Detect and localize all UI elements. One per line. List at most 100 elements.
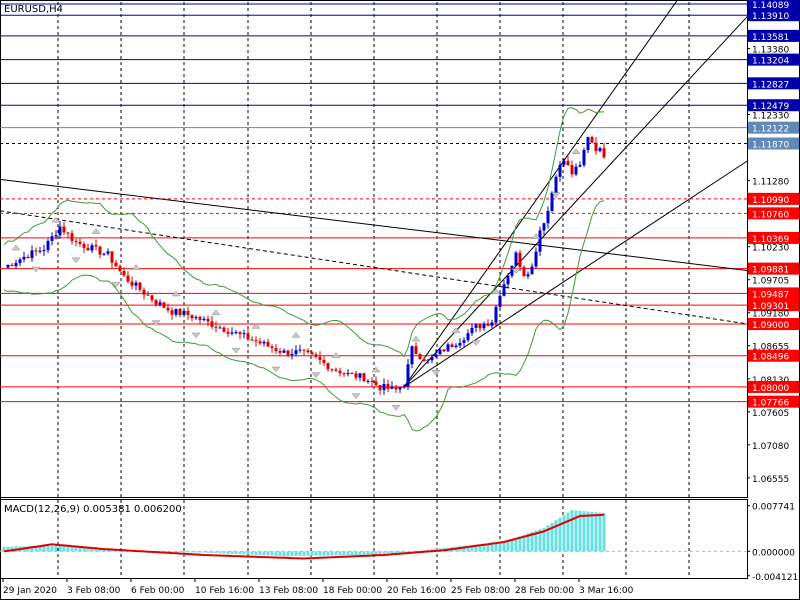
price-level-tag — [748, 121, 799, 134]
macd-bar — [270, 551, 274, 556]
candle-body — [38, 250, 42, 252]
macd-bar — [398, 551, 402, 553]
price-level-label: 1.12827 — [752, 80, 789, 90]
candle-body — [122, 270, 126, 276]
fractal-down-icon — [511, 268, 521, 275]
candle-body — [362, 373, 366, 382]
candle-body — [502, 284, 506, 296]
price-tick-label: 1.13380 — [752, 46, 789, 56]
macd-bar — [570, 510, 574, 552]
fractal-down-icon — [151, 320, 161, 327]
macd-bar — [526, 533, 530, 552]
macd-bar — [358, 551, 362, 556]
macd-bar — [322, 551, 326, 556]
candle-body — [166, 307, 170, 311]
candle-body — [70, 233, 74, 241]
macd-bar — [406, 551, 410, 553]
macd-bar — [298, 551, 302, 556]
macd-bar — [258, 551, 262, 556]
candle-body — [30, 250, 34, 259]
macd-bar — [314, 551, 318, 556]
candle-body — [162, 302, 166, 308]
fractal-down-icon — [191, 332, 201, 339]
macd-bar — [538, 529, 542, 552]
macd-bar — [394, 551, 398, 554]
price-tick-label: 1.09180 — [752, 310, 789, 320]
candle-body — [274, 348, 278, 351]
candle-body — [146, 294, 150, 296]
candle-body — [422, 359, 426, 362]
price-level-label: 1.13910 — [752, 12, 789, 22]
macd-signal-line — [3, 513, 605, 560]
candle-body — [58, 226, 62, 236]
price-level-tag — [748, 349, 799, 362]
candle-body — [526, 274, 530, 277]
macd-bar — [254, 551, 258, 555]
macd-bar — [38, 545, 42, 552]
macd-bar — [590, 511, 594, 552]
fractal-down-icon — [71, 257, 81, 264]
price-level-label: 1.10369 — [752, 235, 789, 245]
bollinger-lower — [3, 200, 605, 432]
candle-body — [398, 387, 402, 390]
macd-bar — [370, 551, 374, 555]
macd-bar — [198, 551, 202, 553]
candle-body — [530, 266, 534, 275]
macd-bar — [518, 536, 522, 552]
macd-bar — [578, 510, 582, 552]
macd-bar — [498, 542, 502, 552]
fractal-up-icon — [291, 331, 301, 338]
candle-body — [290, 354, 294, 356]
price-level-label: 1.12122 — [752, 125, 789, 135]
macd-bar — [286, 551, 290, 557]
candle-body — [178, 309, 182, 315]
fractal-up-icon — [531, 233, 541, 239]
macd-bar — [70, 546, 74, 552]
candle-body — [394, 386, 398, 390]
candle-body — [406, 364, 410, 387]
macd-bar — [278, 551, 282, 556]
candle-body — [222, 327, 226, 332]
candle-body — [170, 310, 174, 315]
candle-body — [542, 223, 546, 231]
price-level-tag — [748, 53, 799, 66]
candle-body — [438, 349, 442, 355]
time-label: 3 Feb 08:00 — [67, 586, 121, 596]
fractal-down-icon — [311, 372, 321, 379]
price-tick-label: 1.08130 — [752, 376, 789, 386]
fractal-up-icon — [491, 288, 501, 295]
macd-bar — [494, 542, 498, 552]
candle-body — [386, 384, 390, 389]
candle-body — [282, 350, 286, 353]
macd-bar — [338, 551, 342, 556]
macd-bar — [182, 551, 186, 553]
candle-body — [242, 333, 246, 335]
candle-body — [150, 295, 154, 301]
macd-bar — [374, 551, 378, 555]
macd-bar — [534, 530, 538, 552]
candle-body — [458, 342, 462, 346]
candle-body — [134, 282, 138, 286]
price-tick-label: 1.07605 — [752, 409, 789, 419]
macd-tick-label: -0.004121 — [752, 573, 798, 583]
candle-body — [66, 232, 70, 234]
macd-bar — [558, 517, 562, 552]
candle-body — [334, 369, 338, 371]
macd-bar — [78, 546, 82, 552]
macd-bar — [210, 551, 214, 553]
price-level-label: 1.08496 — [752, 353, 789, 363]
price-level-label: 1.08000 — [752, 384, 789, 394]
macd-bar — [6, 546, 10, 552]
macd-bar — [266, 551, 270, 556]
candle-body — [370, 380, 374, 382]
price-tick-label: 1.06555 — [752, 475, 789, 485]
price-level-tag — [748, 192, 799, 205]
fractal-up-icon — [51, 216, 61, 223]
fractal-down-icon — [351, 393, 361, 400]
candle-body — [82, 243, 86, 248]
candle-body — [46, 240, 50, 251]
macd-bar — [466, 545, 470, 552]
candle-body — [378, 385, 382, 391]
candle-body — [534, 251, 538, 267]
